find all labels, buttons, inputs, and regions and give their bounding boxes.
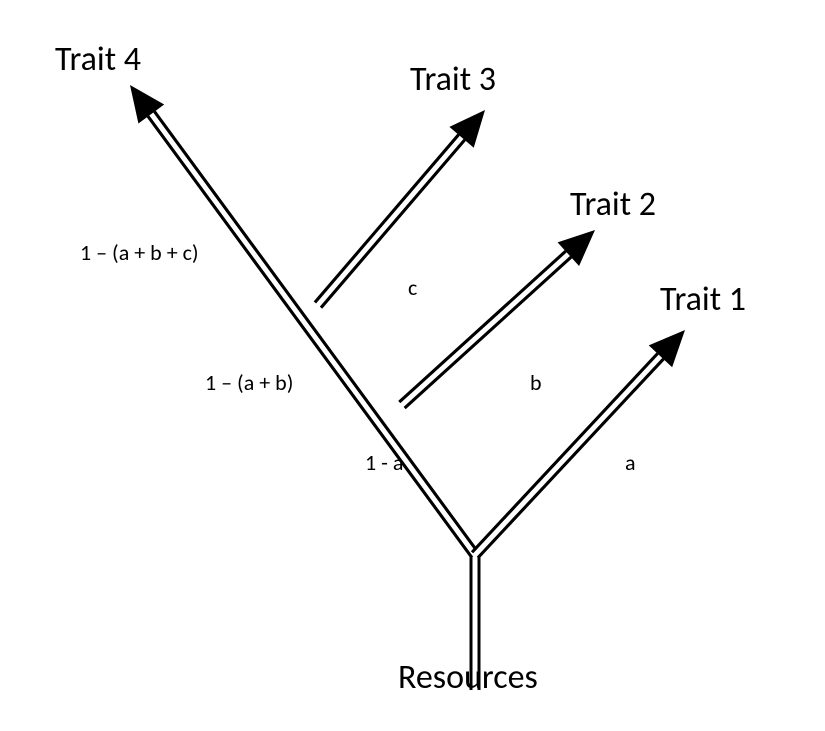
tree-diagram: Trait 1 Trait 2 Trait 3 Trait 4 a b c 1 – (a + … xyxy=(0,0,825,731)
label-trait4-main: Trait 4 xyxy=(55,39,141,80)
label-trait3: Trait 3 xyxy=(410,59,496,100)
edge-label-trait2: b xyxy=(530,369,542,396)
left-edge-label-1: 1 – (a + b) xyxy=(205,369,293,396)
edge-label-trait3: c xyxy=(408,274,417,301)
edge-label-trait4-main: 1 – (a + b + c) xyxy=(80,239,199,266)
label-trait2: Trait 2 xyxy=(570,184,656,225)
diagram-background xyxy=(0,0,825,731)
left-edge-label-0: 1 - a xyxy=(365,449,403,476)
edge-label-trait1: a xyxy=(625,449,636,476)
root-label: Resources xyxy=(398,657,538,698)
label-trait1: Trait 1 xyxy=(660,279,746,320)
